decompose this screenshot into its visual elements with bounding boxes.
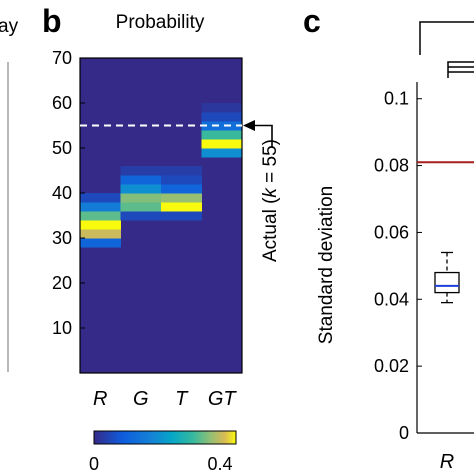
panel-b-letter: b: [42, 3, 62, 39]
heatmap-cell-T-35: [161, 211, 202, 221]
heatmap-cell-R-33: [80, 220, 121, 230]
box-y-axis: 0.1 0.08 0.06 0.04 0.02 0: [374, 82, 474, 443]
heatmap-x-tick-T: T: [175, 388, 189, 410]
colorbar-min-label: 0: [89, 454, 99, 474]
heatmap-cell-T-45: [161, 166, 202, 176]
heatmap-cell-G-35: [120, 211, 162, 221]
box-y-tick-0.1: 0.1: [384, 89, 409, 109]
colorbar: [93, 430, 237, 445]
panel-c-letter: c: [303, 3, 321, 39]
heatmap-x-axis: R G T GT: [93, 388, 237, 410]
heatmap-cell-GT-51: [201, 139, 243, 149]
heatmap-cell-T-41: [161, 184, 202, 194]
actual-k-annotation: Actual (k = 55): [260, 139, 281, 262]
heatmap-cell-R-37: [80, 202, 121, 212]
heatmap-cell-G-45: [120, 166, 162, 176]
box-y-tick-0: 0: [399, 423, 409, 443]
heatmap-cell-R-31: [80, 229, 121, 239]
box-x-tick-R: R: [440, 451, 454, 473]
heatmap-cell-R-35: [80, 211, 121, 221]
heatmap-y-tick-20: 20: [52, 273, 72, 293]
box-iqr: [434, 271, 460, 294]
heatmap-frame: [79, 57, 243, 374]
heatmap-y-tick-70: 70: [52, 48, 72, 68]
heatmap-y-tick-30: 30: [52, 228, 72, 248]
box-y-tick-0.06: 0.06: [374, 222, 409, 242]
heatmap-cell-G-39: [120, 193, 162, 203]
heatmap-cell-GT-53: [201, 130, 243, 140]
actual-k-bracket: [252, 124, 273, 148]
heatmap-cell-T-39: [161, 193, 202, 203]
heatmap-cell-R-39: [80, 193, 121, 203]
heatmap-y-tick-40: 40: [52, 183, 72, 203]
heatmap-y-tick-50: 50: [52, 138, 72, 158]
heatmap-y-tick-10: 10: [52, 318, 72, 338]
significance-brackets: [419, 21, 474, 78]
heatmap-cell-G-41: [120, 184, 162, 194]
heatmap-cell-GT-59: [201, 103, 243, 113]
heatmap-cell-T-37: [161, 202, 202, 212]
box-y-tick-0.02: 0.02: [374, 356, 409, 376]
actual-k-arrowhead: [243, 120, 255, 131]
colorbar-max-label: 0.4: [207, 454, 232, 474]
heatmap-cell-T-43: [161, 175, 202, 185]
left-panel-fragment-text: ay: [0, 16, 19, 37]
heatmap: [79, 57, 243, 374]
boxplot: [434, 251, 460, 304]
heatmap-cell-R-29: [80, 238, 121, 248]
box-y-tick-0.04: 0.04: [374, 289, 409, 309]
box-y-label: Standard deviation: [316, 186, 337, 344]
heatmap-x-tick-G: G: [133, 388, 149, 410]
heatmap-cell-GT-55: [201, 121, 243, 131]
heatmap-y-axis: 70 60 50 40 30 20 10: [52, 48, 85, 338]
heatmap-x-tick-GT: GT: [208, 388, 238, 410]
heatmap-cell-GT-49: [201, 148, 243, 158]
heatmap-title: Probability: [116, 12, 205, 33]
box-y-tick-0.08: 0.08: [374, 156, 409, 176]
heatmap-cell-GT-57: [201, 112, 243, 122]
heatmap-cell-G-37: [120, 202, 162, 212]
heatmap-x-tick-R: R: [93, 388, 107, 410]
heatmap-y-tick-60: 60: [52, 93, 72, 113]
heatmap-cell-G-43: [120, 175, 162, 185]
